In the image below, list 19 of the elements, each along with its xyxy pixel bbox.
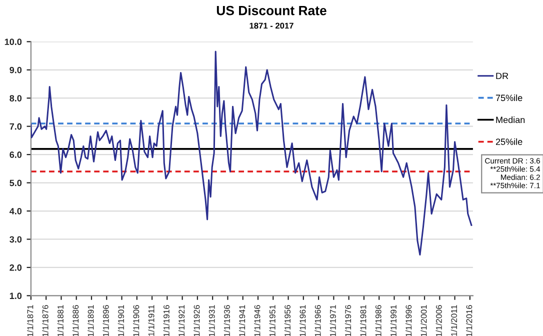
- y-tick-label: 7.0: [10, 123, 22, 130]
- y-tick-label: 8.0: [10, 95, 22, 102]
- y-tick-label: 1.0: [10, 292, 22, 300]
- legend-label: 25%ile: [496, 138, 522, 145]
- line-series: [30, 50, 472, 256]
- y-tick-label: 10.0: [4, 38, 22, 46]
- legend-label: DR: [496, 72, 508, 80]
- chart-title: US Discount Rate: [216, 6, 326, 16]
- legend-label: Median: [496, 116, 525, 124]
- x-tick-label: 1/1/2011: [450, 305, 458, 336]
- y-tick-label: 4.0: [10, 208, 22, 214]
- y-tick-label: 5.0: [10, 180, 22, 186]
- chart-subtitle: 1871 - 2017: [250, 22, 294, 29]
- y-tick-label: 6.0: [10, 152, 22, 158]
- legend-label: 75%ile: [496, 94, 522, 102]
- y-tick-label: 3.0: [10, 236, 22, 243]
- x-tick-label: 1/1/1911: [148, 305, 154, 336]
- y-tick-label: 9.0: [10, 66, 22, 74]
- y-tick-label: 2.0: [10, 264, 22, 271]
